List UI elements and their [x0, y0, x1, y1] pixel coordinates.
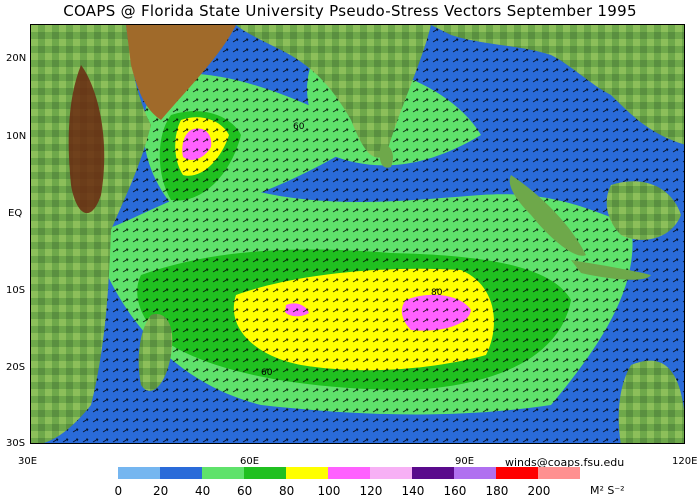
colorbar-swatch	[244, 467, 286, 479]
contour-label: 60	[293, 122, 305, 132]
sri-lanka	[379, 144, 393, 168]
colorbar-swatch	[454, 467, 496, 479]
colorbar-swatch	[202, 467, 244, 479]
colorbar-swatch	[160, 467, 202, 479]
lat-label-20n: 20N	[6, 53, 27, 64]
credit-email: winds@coaps.fsu.edu	[505, 456, 625, 469]
lon-label-90e: 90E	[455, 456, 475, 467]
indian-subcontinent	[236, 25, 431, 158]
arabian-peninsula	[126, 25, 236, 120]
colorbar-swatch	[328, 467, 370, 479]
colorbar-tick-label: 120	[359, 484, 383, 498]
australia	[618, 360, 684, 443]
colorbar-tick-label: 200	[527, 484, 551, 498]
ethiopian-highlands	[68, 65, 105, 214]
java	[571, 260, 651, 280]
lat-label-eq: EQ	[8, 208, 23, 219]
colorbar	[118, 467, 580, 479]
colorbar-tick-label: 60	[237, 484, 253, 498]
pseudo-stress-map: 60 80 60	[30, 24, 685, 444]
map-title: COAPS @ Florida State University Pseudo-…	[63, 2, 637, 20]
contour-label: 60	[261, 368, 273, 378]
colorbar-swatch	[118, 467, 160, 479]
lon-label-30e: 30E	[18, 456, 38, 467]
lat-label-30s: 30S	[6, 438, 26, 449]
lat-label-10n: 10N	[6, 131, 27, 142]
colorbar-units: M² S⁻²	[590, 484, 625, 497]
map-graphic: 60 80 60	[31, 25, 684, 443]
lon-label-60e: 60E	[240, 456, 260, 467]
madagascar	[138, 314, 173, 391]
colorbar-swatch	[538, 467, 580, 479]
africa-landmass	[31, 25, 151, 443]
colorbar-swatch	[286, 467, 328, 479]
colorbar-tick-label: 100	[317, 484, 341, 498]
colorbar-tick-label: 20	[153, 484, 169, 498]
colorbar-swatch	[370, 467, 412, 479]
colorbar-swatch	[496, 467, 538, 479]
lon-label-120e: 120E	[672, 456, 698, 467]
southeast-asia	[431, 25, 684, 145]
colorbar-tick-label: 180	[485, 484, 509, 498]
colorbar-tick-label: 0	[114, 484, 123, 498]
colorbar-tick-label: 160	[443, 484, 467, 498]
colorbar-tick-label: 40	[195, 484, 211, 498]
sumatra	[509, 175, 586, 256]
colorbar-tick-label: 80	[279, 484, 295, 498]
contour-label: 80	[431, 288, 443, 298]
colorbar-swatch	[412, 467, 454, 479]
borneo	[606, 181, 681, 240]
colorbar-tick-label: 140	[401, 484, 425, 498]
lat-label-10s: 10S	[6, 285, 26, 296]
lat-label-20s: 20S	[6, 362, 26, 373]
